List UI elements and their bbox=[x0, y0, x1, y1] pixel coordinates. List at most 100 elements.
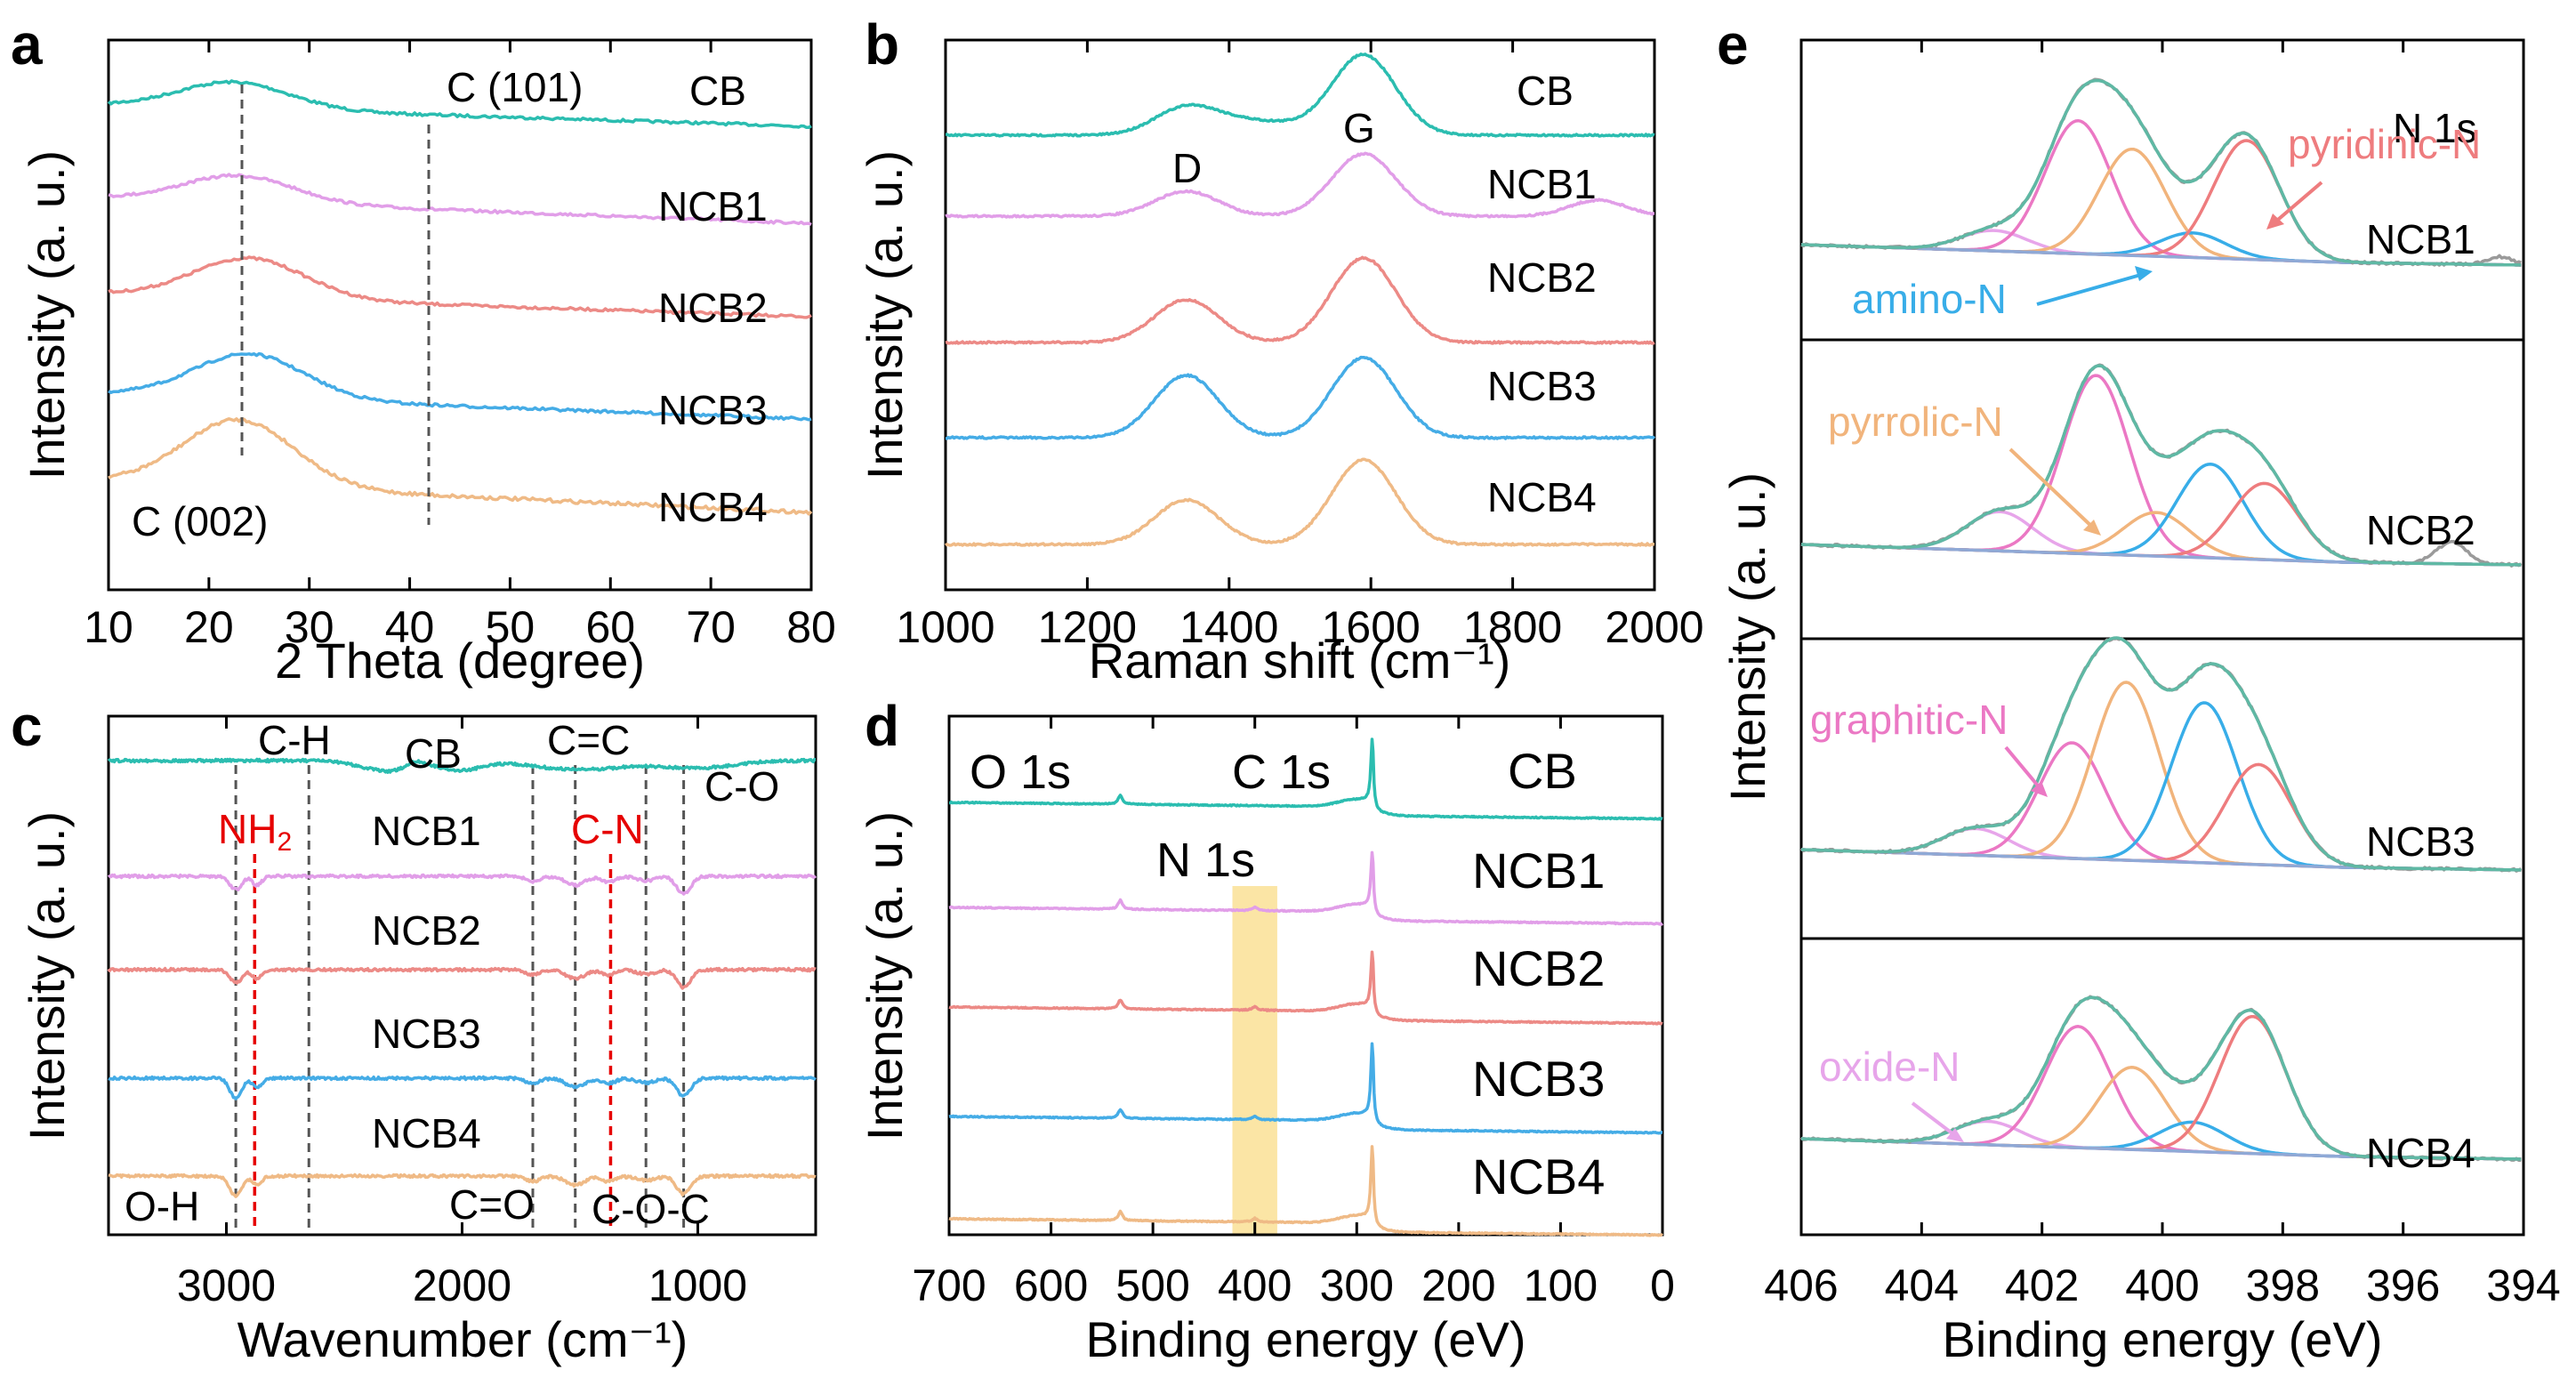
panel-b-series-cb bbox=[945, 52, 1655, 138]
panel-c-series-ncb1 bbox=[107, 873, 817, 896]
panel-a: a 10 20 30 40 50 60 70 80 2 Theta (degree) Inte… bbox=[11, 12, 836, 689]
panel-c-label-ncb2: NCB2 bbox=[372, 907, 481, 954]
panel-d-label-ncb2: NCB2 bbox=[1472, 940, 1605, 996]
b-ticks-label: 1600 bbox=[1322, 602, 1421, 652]
panel-d-label-cb: CB bbox=[1508, 743, 1577, 799]
panel-b-ylabel: Intensity (a. u.) bbox=[857, 150, 913, 479]
e-ticks-label: 396 bbox=[2366, 1261, 2440, 1310]
panel-b-label-ncb1: NCB1 bbox=[1487, 161, 1597, 207]
panel-e-label-oxide: oxide-N bbox=[1819, 1044, 1960, 1090]
panel-c-ref-lines bbox=[234, 765, 686, 1232]
panel-c-ylabel: Intensity (a. u.) bbox=[19, 811, 75, 1140]
panel-label-a: a bbox=[11, 12, 43, 77]
a-ticks-label: 50 bbox=[486, 602, 535, 652]
panel-c-annot-nh2-sub: 2 bbox=[277, 827, 292, 857]
panel-e-title: N 1s bbox=[2393, 105, 2477, 151]
panel-c-series-ncb3 bbox=[108, 1075, 817, 1100]
panel-b-label-cb: CB bbox=[1517, 68, 1574, 114]
panel-c-annot-coc: C-O-C bbox=[592, 1186, 710, 1232]
panel-e-label-amino: amino-N bbox=[1852, 276, 2007, 322]
panel-d-label-ncb3: NCB3 bbox=[1472, 1051, 1605, 1107]
panel-b-label-ncb2: NCB2 bbox=[1487, 254, 1597, 301]
panel-e-xlabel: Binding energy (eV) bbox=[1943, 1311, 2383, 1367]
panel-b-frame bbox=[944, 38, 1656, 592]
panel-c-annot-cdo: C=O bbox=[449, 1181, 535, 1228]
panel-c-annot-oh: O-H bbox=[125, 1183, 199, 1229]
panel-a-annot-c101: C (101) bbox=[447, 64, 583, 110]
panel-a-label-ncb2: NCB2 bbox=[658, 285, 768, 331]
panel-d-annot-n1s: N 1s bbox=[1156, 834, 1255, 887]
panel-a-series-cb bbox=[107, 79, 812, 130]
d-ticks-label: 200 bbox=[1421, 1261, 1495, 1310]
panel-d-series-cb bbox=[948, 737, 1663, 821]
panel-c-series-cb bbox=[107, 757, 817, 774]
panel-b-curves bbox=[945, 52, 1656, 547]
a-ticks-label: 40 bbox=[385, 602, 435, 652]
a-ticks-label: 10 bbox=[84, 602, 133, 652]
panel-e-arrow-pyridinic bbox=[2271, 181, 2323, 226]
panel-a-label-cb: CB bbox=[689, 68, 746, 114]
panel-c-annot-nh2: NH2 bbox=[218, 806, 292, 857]
panel-e-arrow-amino bbox=[2036, 272, 2145, 306]
c-ticks-label: 3000 bbox=[177, 1261, 276, 1310]
d-ticks-label: 300 bbox=[1320, 1261, 1394, 1310]
panel-a-frame bbox=[107, 38, 813, 592]
panel-e-ncb1-envelope bbox=[1800, 78, 2522, 267]
panel-c-label-ncb3: NCB3 bbox=[372, 1011, 481, 1057]
panel-e-arrowhead-pyridinic bbox=[2266, 214, 2284, 230]
d-ticks-label: 0 bbox=[1650, 1261, 1675, 1310]
b-ticks-label: 2000 bbox=[1605, 602, 1703, 652]
panel-b-series-ncb1 bbox=[945, 151, 1655, 219]
panel-c: c 3000 2000 1000 Wavenumber (cm⁻¹) Intensi… bbox=[11, 694, 817, 1367]
panel-e-curves bbox=[1799, 77, 2523, 1163]
panel-e-arrowhead-amino bbox=[2135, 266, 2153, 281]
panel-e-arrowhead-oxide bbox=[1946, 1128, 1964, 1142]
panel-a-label-ncb1: NCB1 bbox=[658, 183, 768, 230]
b-ticks-label: 1000 bbox=[896, 602, 994, 652]
panel-c-curves bbox=[107, 757, 817, 1198]
b-ticks-label: 1200 bbox=[1038, 602, 1137, 652]
panel-d-label-ncb1: NCB1 bbox=[1472, 842, 1605, 898]
d-ticks-label: 700 bbox=[912, 1261, 986, 1310]
panel-e-ncb4-envelope bbox=[1800, 995, 2522, 1161]
panel-e-label-pyridinic: pyridinic-N bbox=[2288, 121, 2481, 167]
panel-c-annot-nh2-main: NH bbox=[218, 806, 277, 852]
panel-d-curves bbox=[948, 737, 1664, 1237]
panel-d: d 700 600 500 400 300 200 100 0 Binding energy … bbox=[857, 694, 1675, 1367]
e-ticks-label: 404 bbox=[1885, 1261, 1959, 1310]
e-ticks-label: 394 bbox=[2486, 1261, 2560, 1310]
panel-b-xlabel: Raman shift (cm⁻¹) bbox=[1089, 633, 1511, 689]
panel-c-annot-cn: C-N bbox=[571, 806, 644, 852]
a-ticks-label: 70 bbox=[686, 602, 736, 652]
panel-e-x-ticks: 406 404 402 400 398 396 394 bbox=[1764, 40, 2561, 1310]
d-ticks-label: 600 bbox=[1014, 1261, 1088, 1310]
b-ticks-label: 1400 bbox=[1179, 602, 1278, 652]
a-ticks-label: 20 bbox=[184, 602, 234, 652]
b-ticks-label: 1800 bbox=[1463, 602, 1562, 652]
panel-e-label-ncb1: NCB1 bbox=[2366, 216, 2475, 262]
panel-b-series-ncb4 bbox=[945, 457, 1655, 547]
panel-e-arrow-pyrrolic bbox=[2008, 447, 2097, 531]
panel-e-label-ncb2: NCB2 bbox=[2366, 507, 2475, 553]
panel-label-d: d bbox=[865, 694, 899, 758]
panel-c-annot-ch: C-H bbox=[258, 717, 331, 763]
panel-a-series-ncb1 bbox=[108, 173, 812, 226]
panel-d-series-ncb1 bbox=[948, 850, 1664, 926]
panel-a-curves bbox=[107, 79, 813, 516]
panel-e-ylabel: Intensity (a. u.) bbox=[1719, 472, 1775, 802]
panel-d-n1s-highlight bbox=[1232, 886, 1277, 1235]
panel-a-series-ncb3 bbox=[108, 351, 812, 422]
panel-c-label-ncb1: NCB1 bbox=[372, 808, 481, 854]
panel-a-x-ticks: 10 20 30 40 50 60 70 80 bbox=[84, 40, 836, 652]
panel-e-arrowhead-graphitic bbox=[2031, 781, 2048, 797]
panel-b-annot-d: D bbox=[1172, 145, 1202, 191]
panel-e-ncb3-envelope bbox=[1800, 636, 2522, 872]
panel-e-label-pyrrolic: pyrrolic-N bbox=[1828, 399, 2003, 445]
panel-a-annot-c002: C (002) bbox=[132, 498, 268, 544]
panel-a-label-ncb4: NCB4 bbox=[658, 484, 768, 530]
panel-a-ylabel: Intensity (a. u.) bbox=[19, 150, 75, 479]
panel-c-label-ncb4: NCB4 bbox=[372, 1110, 481, 1156]
panel-c-series-ncb2 bbox=[107, 966, 817, 990]
panel-a-label-ncb3: NCB3 bbox=[658, 387, 768, 433]
